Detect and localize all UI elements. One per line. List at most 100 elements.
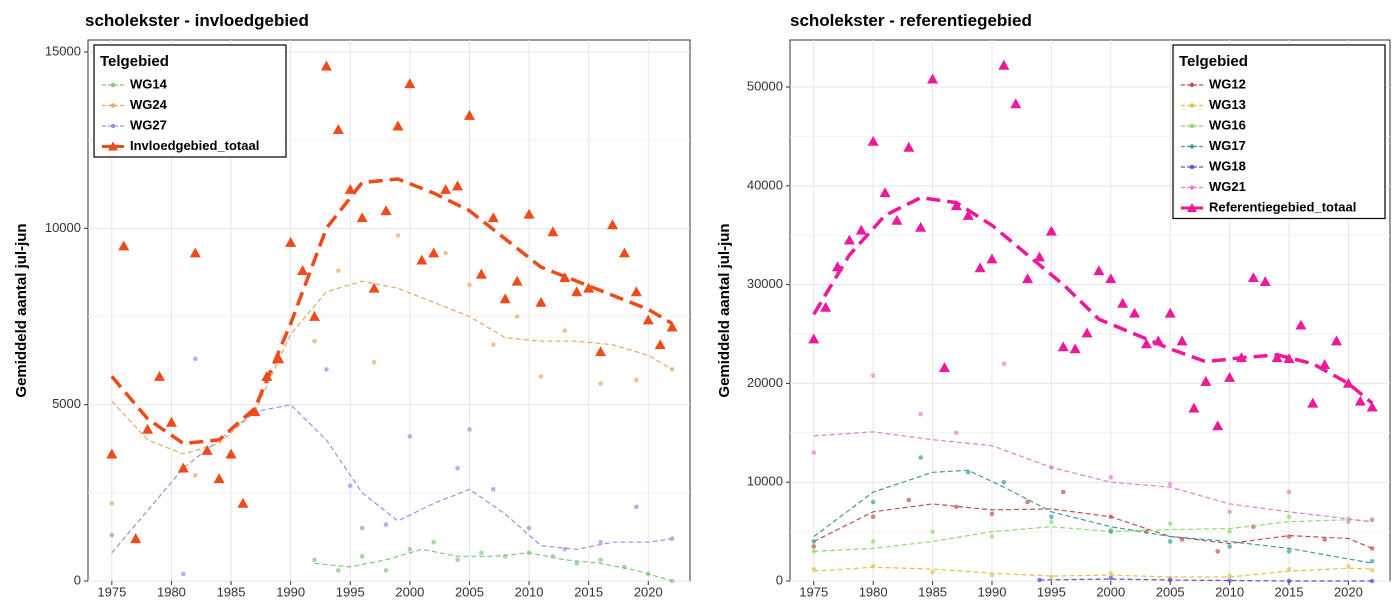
point: [547, 226, 559, 237]
legend-label: WG12: [1209, 76, 1246, 91]
trend-line: [813, 566, 1373, 578]
point: [930, 569, 935, 575]
point: [1283, 353, 1295, 364]
trend-line: [110, 177, 673, 446]
point: [870, 373, 876, 378]
point: [820, 301, 832, 312]
panel: scholekster - invloedgebied 0 5000 10000 150…: [13, 11, 691, 599]
x-tick-label: 1990: [276, 584, 305, 599]
point: [181, 571, 186, 577]
trend-line: [813, 431, 1373, 523]
point: [855, 224, 867, 235]
point: [562, 328, 568, 333]
legend-marker: [1189, 144, 1195, 149]
point: [192, 356, 198, 362]
point: [407, 434, 413, 439]
point: [189, 247, 201, 258]
point: [479, 550, 484, 556]
point: [1286, 566, 1292, 572]
point: [598, 557, 603, 563]
x-tick-label: 1985: [918, 584, 947, 599]
x-tick-label: 2000: [395, 584, 424, 599]
point: [285, 236, 297, 247]
point: [1346, 563, 1351, 569]
point: [312, 338, 317, 344]
point: [1227, 578, 1232, 583]
legend-label: WG21: [1209, 179, 1246, 194]
point: [1167, 481, 1173, 487]
legend-box: [1172, 44, 1386, 220]
trend-line: [1039, 578, 1373, 582]
point: [618, 247, 630, 258]
legend-label: WG27: [130, 117, 167, 132]
point: [491, 342, 496, 348]
point: [491, 487, 496, 492]
point: [1227, 509, 1232, 515]
point: [324, 367, 329, 372]
point: [1081, 327, 1093, 338]
point: [455, 557, 460, 563]
point: [237, 497, 249, 508]
point: [583, 282, 595, 293]
x-tick-label: 1990: [978, 584, 1007, 599]
x-tick-label: 1980: [157, 584, 186, 599]
point: [407, 546, 413, 552]
point: [154, 370, 166, 381]
x-tick-label: 2015: [574, 584, 603, 599]
point: [1176, 335, 1188, 346]
point: [1286, 489, 1292, 495]
point: [312, 557, 317, 563]
point: [954, 430, 959, 436]
point: [607, 219, 619, 230]
legend-box: [93, 44, 287, 158]
point: [523, 208, 535, 219]
point: [463, 109, 475, 120]
point: [347, 483, 353, 489]
point: [1286, 514, 1292, 520]
point: [598, 381, 603, 386]
point: [475, 268, 487, 279]
point: [526, 525, 532, 531]
point: [320, 60, 332, 71]
y-tick-label: 10000: [747, 474, 783, 489]
y-axis-label: Gemiddeld aantal jul-jun: [716, 223, 733, 397]
point: [918, 411, 923, 417]
point: [870, 539, 876, 544]
point: [927, 73, 939, 84]
point: [595, 346, 607, 357]
point: [538, 374, 544, 379]
point: [535, 296, 547, 307]
point: [443, 250, 448, 256]
trend-line: [812, 195, 1374, 405]
point: [130, 533, 142, 544]
point: [989, 534, 995, 539]
point: [455, 465, 460, 471]
y-tick-label: 20000: [747, 375, 783, 390]
point: [1354, 395, 1366, 406]
point: [368, 282, 380, 293]
point: [1227, 573, 1232, 579]
point: [467, 427, 472, 432]
point: [336, 268, 341, 273]
point: [954, 504, 959, 510]
point: [1295, 319, 1307, 330]
point: [118, 240, 130, 251]
point: [359, 525, 365, 531]
point: [1001, 479, 1007, 485]
point: [1022, 273, 1034, 284]
point: [630, 286, 642, 297]
point: [1108, 474, 1114, 480]
point: [654, 339, 666, 350]
x-tick-label: 1975: [799, 584, 828, 599]
point: [811, 549, 817, 554]
point: [891, 214, 903, 225]
point: [811, 544, 817, 549]
legend-label: WG13: [1209, 97, 1246, 112]
point: [903, 141, 915, 152]
x-tick-label: 2015: [1275, 584, 1304, 599]
point: [383, 568, 389, 573]
legend-marker: [110, 123, 116, 129]
x-tick-label: 1995: [1037, 584, 1066, 599]
legend-marker: [1189, 185, 1195, 190]
point: [574, 561, 580, 566]
